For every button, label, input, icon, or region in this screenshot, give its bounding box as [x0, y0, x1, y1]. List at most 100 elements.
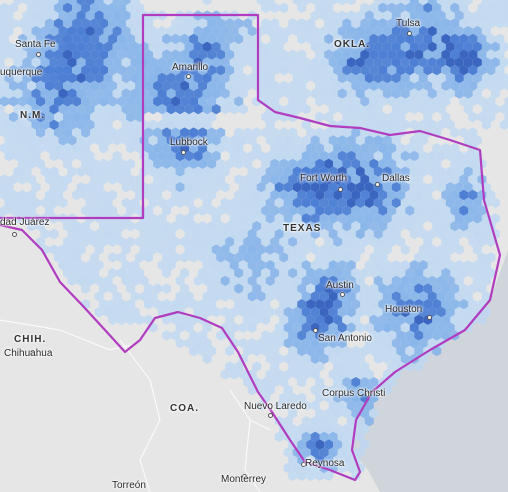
hex-cell — [292, 244, 302, 255]
hex-cell — [409, 275, 419, 286]
hex-cell — [337, 353, 347, 364]
hex-cell — [72, 189, 82, 201]
hex-cell — [63, 174, 73, 185]
hex-cell — [54, 49, 63, 60]
hex-cell — [130, 135, 140, 146]
hex-cell — [468, 49, 478, 60]
hex-cell — [342, 330, 352, 341]
hex-cell — [198, 252, 208, 263]
city-label-ciudad-juarez[interactable]: dad Juárez — [0, 217, 50, 228]
city-label-lubbock[interactable]: Lubbock — [170, 137, 208, 148]
hex-cell — [387, 174, 397, 185]
hex-cell — [400, 197, 410, 208]
hex-cell — [108, 158, 118, 169]
hex-cell — [76, 57, 86, 68]
hex-cell — [18, 143, 27, 154]
hex-cell — [288, 252, 298, 263]
hex-cell — [85, 72, 95, 84]
hex-cell — [27, 205, 36, 216]
hex-cell — [216, 267, 226, 279]
hex-cell — [333, 267, 343, 279]
hex-cell — [108, 314, 118, 325]
hex-cell — [211, 306, 221, 318]
hex-cell — [265, 306, 275, 318]
hex-cell — [238, 41, 248, 52]
hex-cell — [40, 197, 50, 208]
hex-cell — [283, 291, 293, 302]
city-label-dallas[interactable]: Dallas — [382, 173, 410, 184]
hex-cell — [238, 244, 248, 255]
hex-cell — [265, 119, 275, 130]
hex-cell — [405, 33, 415, 45]
city-label-monterrey[interactable]: Monterrey — [221, 474, 267, 485]
hex-cell — [319, 353, 329, 364]
hex-cell — [270, 267, 280, 279]
city-label-santa-fe[interactable]: Santa Fe — [15, 39, 56, 50]
city-label-corpus-christi[interactable]: Corpus Christi — [322, 388, 386, 399]
city-label-houston[interactable]: Houston — [385, 304, 423, 315]
hex-cell — [256, 197, 266, 208]
hex-cell — [225, 236, 235, 247]
hex-cell — [243, 80, 253, 91]
hex-cell — [283, 306, 293, 318]
hex-cell — [207, 283, 217, 294]
hex-cell — [274, 213, 284, 224]
city-label-albuquerque[interactable]: uquerque — [0, 67, 43, 78]
hex-cell — [108, 2, 118, 13]
city-label-nuevo-laredo[interactable]: Nuevo Laredo — [244, 401, 307, 412]
hex-cell — [288, 143, 298, 154]
hex-cell — [49, 10, 59, 21]
hex-cell — [274, 291, 284, 302]
hex-cell — [310, 338, 320, 349]
hex-cell — [319, 72, 329, 84]
hex-cell — [58, 135, 68, 146]
city-label-reynosa[interactable]: Reynosa — [305, 458, 345, 469]
hex-cell — [423, 18, 433, 29]
hex-cell — [130, 260, 140, 271]
hex-cell — [265, 150, 275, 162]
hex-cell — [337, 462, 347, 474]
city-label-chihuahua[interactable]: Chihuahua — [4, 348, 53, 359]
hex-cell — [328, 41, 338, 52]
hex-cell — [342, 345, 352, 357]
hex-cell — [355, 306, 365, 318]
hex-cell — [256, 228, 266, 240]
state-border-outline — [0, 13, 502, 482]
city-label-fort-worth[interactable]: Fort Worth — [300, 173, 348, 184]
city-label-san-antonio[interactable]: San Antonio — [318, 333, 372, 344]
hex-cell — [333, 174, 343, 185]
hex-cell — [81, 283, 91, 294]
hex-cell — [247, 26, 257, 37]
hex-cell — [472, 306, 482, 318]
hex-cell — [135, 252, 145, 263]
hex-cell — [148, 26, 158, 37]
hex-cell — [193, 306, 203, 318]
hex-cell — [189, 236, 199, 247]
hex-cell — [409, 135, 419, 146]
city-label-torreon[interactable]: Torreón — [112, 480, 146, 491]
hex-cell — [54, 2, 63, 13]
hex-cell — [238, 275, 248, 286]
hex-cell — [459, 96, 469, 107]
hex-cell — [351, 283, 361, 294]
hex-cell — [283, 197, 293, 208]
hex-cell — [463, 197, 473, 208]
hex-cell — [319, 41, 329, 52]
city-label-amarillo[interactable]: Amarillo — [172, 62, 209, 73]
hex-cell — [0, 26, 5, 37]
hex-cell — [54, 65, 63, 76]
hex-cell — [373, 291, 383, 302]
hex-cell — [270, 189, 280, 201]
hex-cell — [103, 72, 113, 84]
hex-cell — [360, 205, 370, 216]
hex-cell — [391, 353, 401, 364]
hex-cell — [279, 236, 289, 247]
hex-cell — [148, 197, 158, 208]
city-label-tulsa[interactable]: Tulsa — [396, 18, 421, 29]
hex-cell — [333, 205, 343, 216]
hex-cell — [436, 10, 446, 21]
city-label-austin[interactable]: Austin — [326, 280, 354, 291]
hex-cell — [94, 306, 104, 318]
hex-cell — [67, 260, 77, 271]
